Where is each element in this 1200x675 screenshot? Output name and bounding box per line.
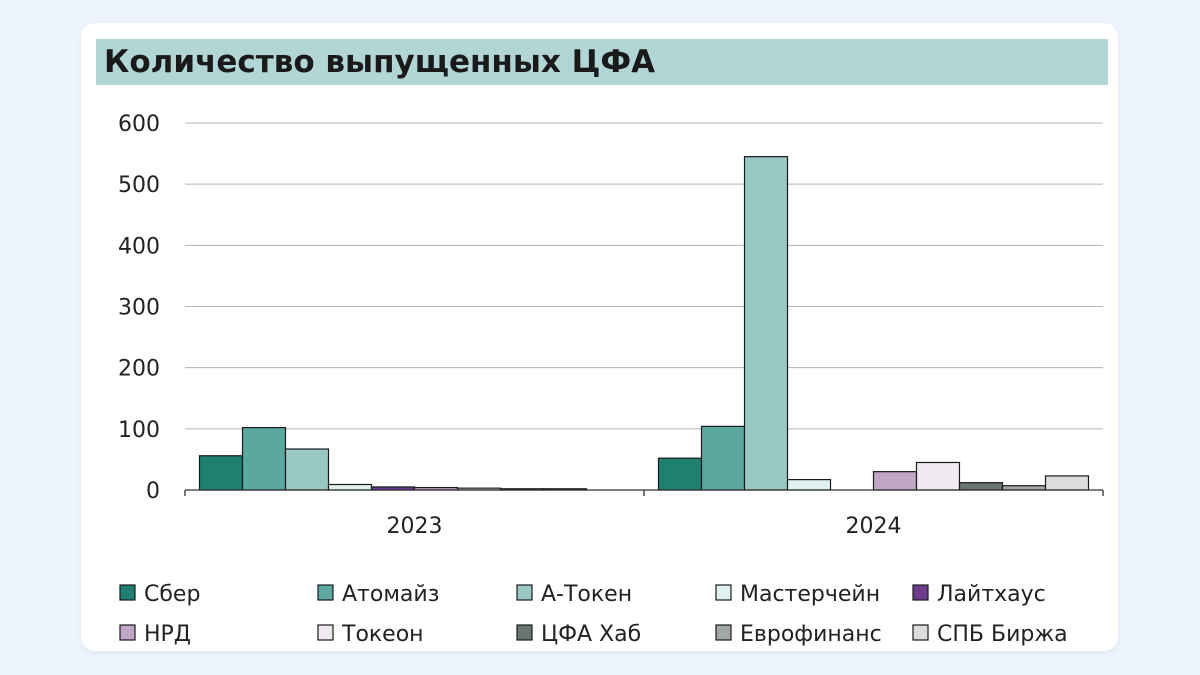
y-tick-label: 600 bbox=[118, 112, 160, 137]
legend-label: НРД bbox=[144, 622, 191, 647]
legend-label: Сбер bbox=[144, 582, 200, 607]
legend-swatch bbox=[317, 624, 334, 641]
x-tick-label: 2024 bbox=[846, 514, 902, 539]
bar bbox=[700, 425, 746, 491]
legend-label: Лайтхаус bbox=[937, 582, 1046, 607]
legend-swatch bbox=[516, 624, 533, 641]
title-band: Количество выпущенных ЦФА bbox=[96, 39, 1108, 85]
y-tick-label: 400 bbox=[118, 234, 160, 259]
chart-title: Количество выпущенных ЦФА bbox=[104, 44, 656, 80]
legend-label: Мастерчейн bbox=[740, 582, 880, 607]
legend-swatch bbox=[119, 584, 136, 601]
y-tick-label: 100 bbox=[118, 418, 160, 443]
bar bbox=[743, 156, 789, 491]
legend-swatch bbox=[119, 624, 136, 641]
legend-label: А-Токен bbox=[541, 582, 632, 607]
legend-swatch bbox=[317, 584, 334, 601]
bar bbox=[327, 483, 373, 491]
bar bbox=[872, 471, 918, 491]
y-tick-label: 200 bbox=[118, 357, 160, 382]
y-tick-label: 300 bbox=[118, 296, 160, 321]
legend-label: ЦФА Хаб bbox=[541, 622, 641, 647]
bar bbox=[198, 455, 244, 491]
legend-label: Еврофинанс bbox=[740, 622, 882, 647]
legend-label: Атомайз bbox=[342, 582, 439, 607]
bar bbox=[284, 448, 330, 491]
bar bbox=[657, 457, 703, 491]
bar bbox=[915, 461, 961, 491]
bar bbox=[786, 479, 832, 491]
bar bbox=[241, 427, 287, 491]
legend-label: Токеон bbox=[341, 622, 424, 647]
legend-swatch bbox=[715, 584, 732, 601]
legend-swatch bbox=[912, 624, 929, 641]
x-tick-label: 2023 bbox=[387, 514, 443, 539]
chart-card bbox=[81, 23, 1118, 651]
legend-swatch bbox=[912, 584, 929, 601]
legend-swatch bbox=[715, 624, 732, 641]
bar bbox=[1044, 475, 1090, 491]
y-tick-label: 0 bbox=[146, 479, 160, 504]
bar bbox=[958, 482, 1004, 491]
legend-swatch bbox=[516, 584, 533, 601]
legend-label: СПБ Биржа bbox=[937, 622, 1068, 647]
y-tick-label: 500 bbox=[118, 173, 160, 198]
